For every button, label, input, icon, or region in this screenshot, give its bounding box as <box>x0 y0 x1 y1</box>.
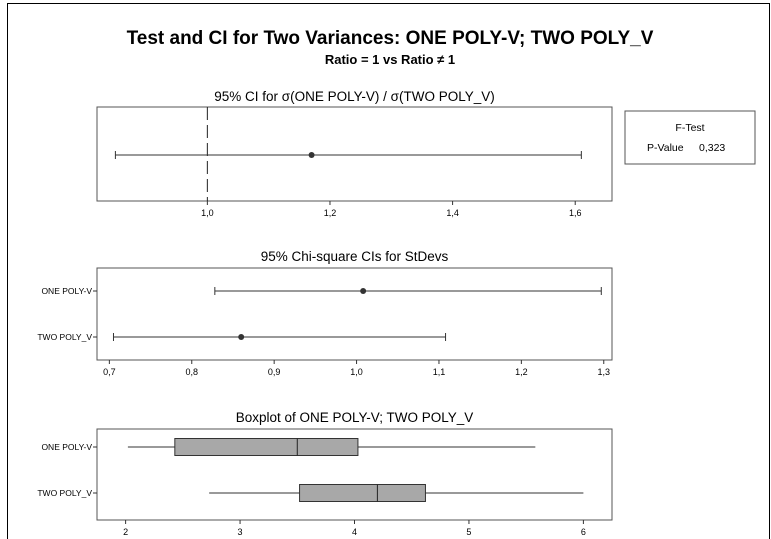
f-test-heading: F-Test <box>675 122 704 134</box>
x-tick-label: 1,1 <box>433 367 446 377</box>
x-tick-label: 1,2 <box>324 208 337 218</box>
x-tick-label: 4 <box>352 527 357 537</box>
category-label: TWO POLY_V <box>37 488 92 498</box>
x-tick-label: 1,2 <box>515 367 528 377</box>
p-value-number: 0,323 <box>699 142 725 154</box>
stdev-ci-panel: 95% Chi-square CIs for StDevs 0,7 0,8 0,9 1,… <box>37 249 613 377</box>
panel-title: 95% Chi-square CIs for StDevs <box>261 249 449 264</box>
boxplot-panel: Boxplot of ONE POLY-V; TWO POLY_V 2 3 4 5 6 ON… <box>37 410 613 537</box>
x-tick-label: 1,0 <box>201 208 214 218</box>
x-tick-label: 2 <box>123 527 128 537</box>
panel-title: Boxplot of ONE POLY-V; TWO POLY_V <box>236 410 474 425</box>
category-label: ONE POLY-V <box>41 286 92 296</box>
ratio-ci-panel: 95% CI for σ(ONE POLY-V) / σ(TWO POLY_V)… <box>96 89 613 218</box>
plot-area <box>96 267 613 361</box>
x-tick-label: 1,0 <box>350 367 363 377</box>
estimate-point <box>308 152 315 158</box>
chart-title: Test and CI for Two Variances: ONE POLY-… <box>127 28 654 49</box>
x-tick-label: 1,3 <box>598 367 611 377</box>
x-tick-label: 1,4 <box>446 208 459 218</box>
iqr-box <box>174 438 359 456</box>
category-label: ONE POLY-V <box>41 442 92 452</box>
p-value-label: P-Value <box>647 142 684 154</box>
x-tick-label: 0,9 <box>268 367 281 377</box>
panel-title: 95% CI for σ(ONE POLY-V) / σ(TWO POLY_V) <box>214 89 494 104</box>
x-tick-label: 5 <box>466 527 471 537</box>
f-test-box-border <box>624 110 756 165</box>
estimate-point <box>238 334 245 340</box>
f-test-box: F-Test P-Value 0,323 <box>624 110 756 165</box>
x-tick-label: 0,7 <box>103 367 116 377</box>
x-tick-label: 3 <box>238 527 243 537</box>
x-tick-label: 1,6 <box>569 208 582 218</box>
plot-area <box>96 106 613 202</box>
iqr-box <box>299 484 426 502</box>
category-label: TWO POLY_V <box>37 332 92 342</box>
x-tick-label: 6 <box>581 527 586 537</box>
x-tick-label: 0,8 <box>186 367 199 377</box>
estimate-point <box>360 288 367 294</box>
chart-subtitle: Ratio = 1 vs Ratio ≠ 1 <box>325 52 455 67</box>
chart-frame <box>7 3 770 539</box>
